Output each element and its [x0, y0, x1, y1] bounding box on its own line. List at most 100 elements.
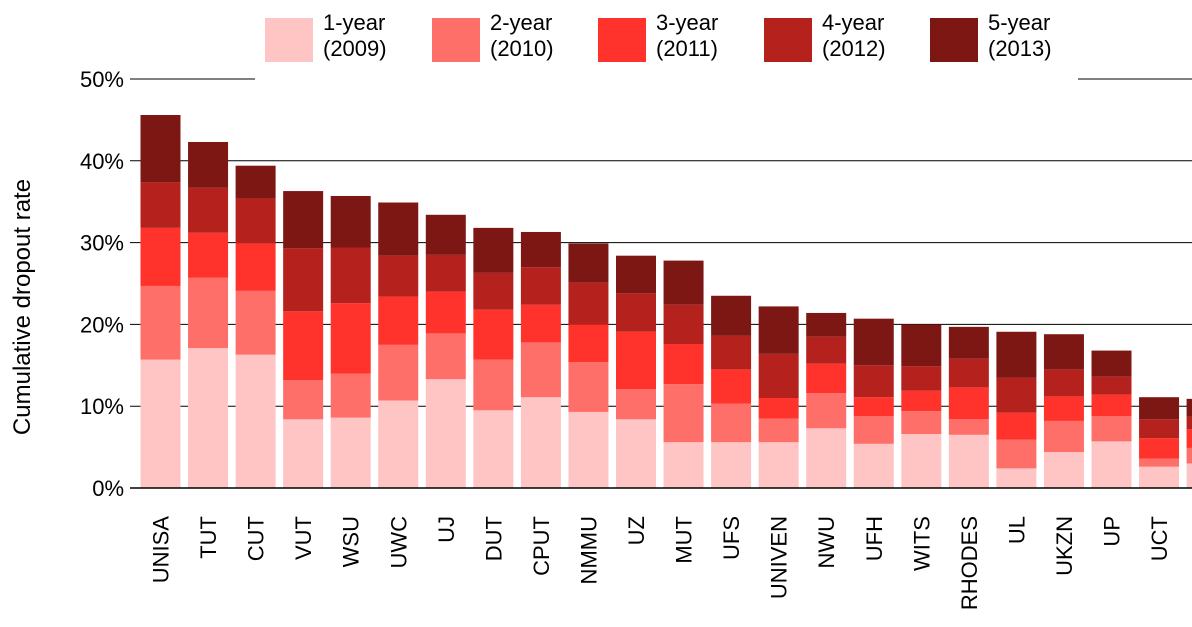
bar-segment	[378, 344, 419, 401]
bar-segment	[806, 393, 847, 429]
legend-label: (2009)	[323, 36, 387, 61]
bar-segment	[853, 318, 894, 366]
bar-segment	[711, 442, 752, 488]
bar-segment	[853, 443, 894, 488]
x-tick-label: UFS	[719, 516, 744, 560]
bar-segment	[1186, 416, 1192, 430]
legend-swatch	[598, 18, 646, 62]
bar-segment	[235, 354, 276, 488]
bar-segment	[140, 114, 181, 183]
bar-segment	[901, 411, 942, 435]
bar-segment	[996, 331, 1037, 378]
bar-segment	[425, 379, 466, 488]
bar-segment	[1043, 334, 1084, 370]
bar-segment	[1186, 447, 1192, 464]
bar-segment	[1043, 452, 1084, 488]
bar-segment	[473, 359, 514, 411]
bar-segment	[806, 363, 847, 394]
bar-segment	[568, 411, 609, 488]
x-tick-label: UKZN	[1052, 516, 1077, 576]
legend-label: 5-year	[988, 10, 1050, 35]
bar-segment	[758, 418, 799, 443]
legend-label: (2012)	[822, 36, 886, 61]
bar-segment	[425, 333, 466, 380]
bar-segment	[948, 326, 989, 359]
y-tick-label: 20%	[80, 312, 124, 337]
bar-segment	[806, 428, 847, 488]
bar-segment	[235, 290, 276, 355]
bar-segment	[283, 380, 324, 420]
bar-segment	[758, 398, 799, 419]
x-tick-label: UWC	[386, 516, 411, 569]
bar-segment	[758, 442, 799, 488]
y-tick-label: 30%	[80, 231, 124, 256]
bar-segment	[188, 232, 229, 278]
y-tick-label: 10%	[80, 394, 124, 419]
bar-segment	[996, 377, 1037, 413]
bar-segment	[283, 419, 324, 488]
bar-segment	[948, 358, 989, 388]
bar-segment	[711, 295, 752, 336]
bar-segment	[520, 304, 561, 343]
bar-segment	[616, 255, 656, 294]
bar-segment	[520, 397, 561, 488]
legend-label: 4-year	[822, 10, 884, 35]
bar-segment	[1139, 419, 1180, 439]
bar-segment	[473, 309, 514, 360]
bar-segment	[425, 291, 466, 334]
bar-segment	[235, 165, 276, 199]
bar-segment	[853, 416, 894, 444]
bar-segment	[188, 187, 229, 233]
bar-segment	[758, 353, 799, 399]
bar-segment	[473, 272, 514, 310]
legend-label: (2011)	[656, 36, 718, 61]
bar-segment	[378, 202, 419, 256]
legend-label: (2010)	[490, 36, 554, 61]
bar-segment	[996, 412, 1037, 440]
bar-segment	[330, 247, 371, 304]
bar-segment	[663, 384, 704, 443]
x-tick-label: UZ	[624, 516, 649, 545]
bar-segment	[520, 267, 561, 305]
bar-segment	[283, 191, 324, 249]
bar-segment	[616, 419, 656, 488]
bar-segment	[901, 390, 942, 412]
bar-segment	[330, 417, 371, 488]
bar-segment	[330, 195, 371, 248]
x-tick-label: CPUT	[529, 516, 554, 576]
axes-layer: 0% 10% 20% 30% 40% 50% UNISA TUT CUT VUT WSU UWC UJ D…	[80, 67, 1192, 610]
bar-segment	[616, 331, 656, 390]
x-tick-label: WSU	[339, 516, 364, 567]
bar-segment	[616, 389, 656, 420]
bar-segment	[1043, 369, 1084, 397]
bar-segment	[330, 303, 371, 374]
x-tick-label: MUT	[672, 516, 697, 564]
bar-segment	[425, 254, 466, 292]
bar-segment	[711, 403, 752, 443]
x-tick-label: NWU	[814, 516, 839, 569]
x-tick-label: TUT	[196, 516, 221, 559]
bar-segment	[330, 373, 371, 418]
bar-segment	[235, 243, 276, 291]
bar-segment	[901, 324, 942, 367]
bar-segment	[140, 285, 181, 360]
bar-segment	[568, 362, 609, 412]
bar-segment	[806, 312, 847, 337]
legend-swatch	[432, 18, 480, 62]
y-tick-label: 40%	[80, 149, 124, 174]
bar-segment	[948, 387, 989, 420]
bar-segment	[378, 400, 419, 488]
bar-segment	[473, 410, 514, 488]
bar-segment	[948, 434, 989, 488]
bar-segment	[1091, 441, 1132, 488]
bar-segment	[806, 336, 847, 364]
bar-segment	[1186, 463, 1192, 488]
bar-segment	[1043, 420, 1084, 453]
x-tick-label: UL	[1004, 516, 1029, 544]
x-tick-label: UP	[1100, 516, 1125, 547]
bar-segment	[853, 397, 894, 417]
bar-segment	[1139, 458, 1180, 467]
bar-segment	[520, 231, 561, 268]
y-axis-title: Cumulative dropout rate	[9, 179, 36, 435]
bar-segment	[283, 248, 324, 312]
